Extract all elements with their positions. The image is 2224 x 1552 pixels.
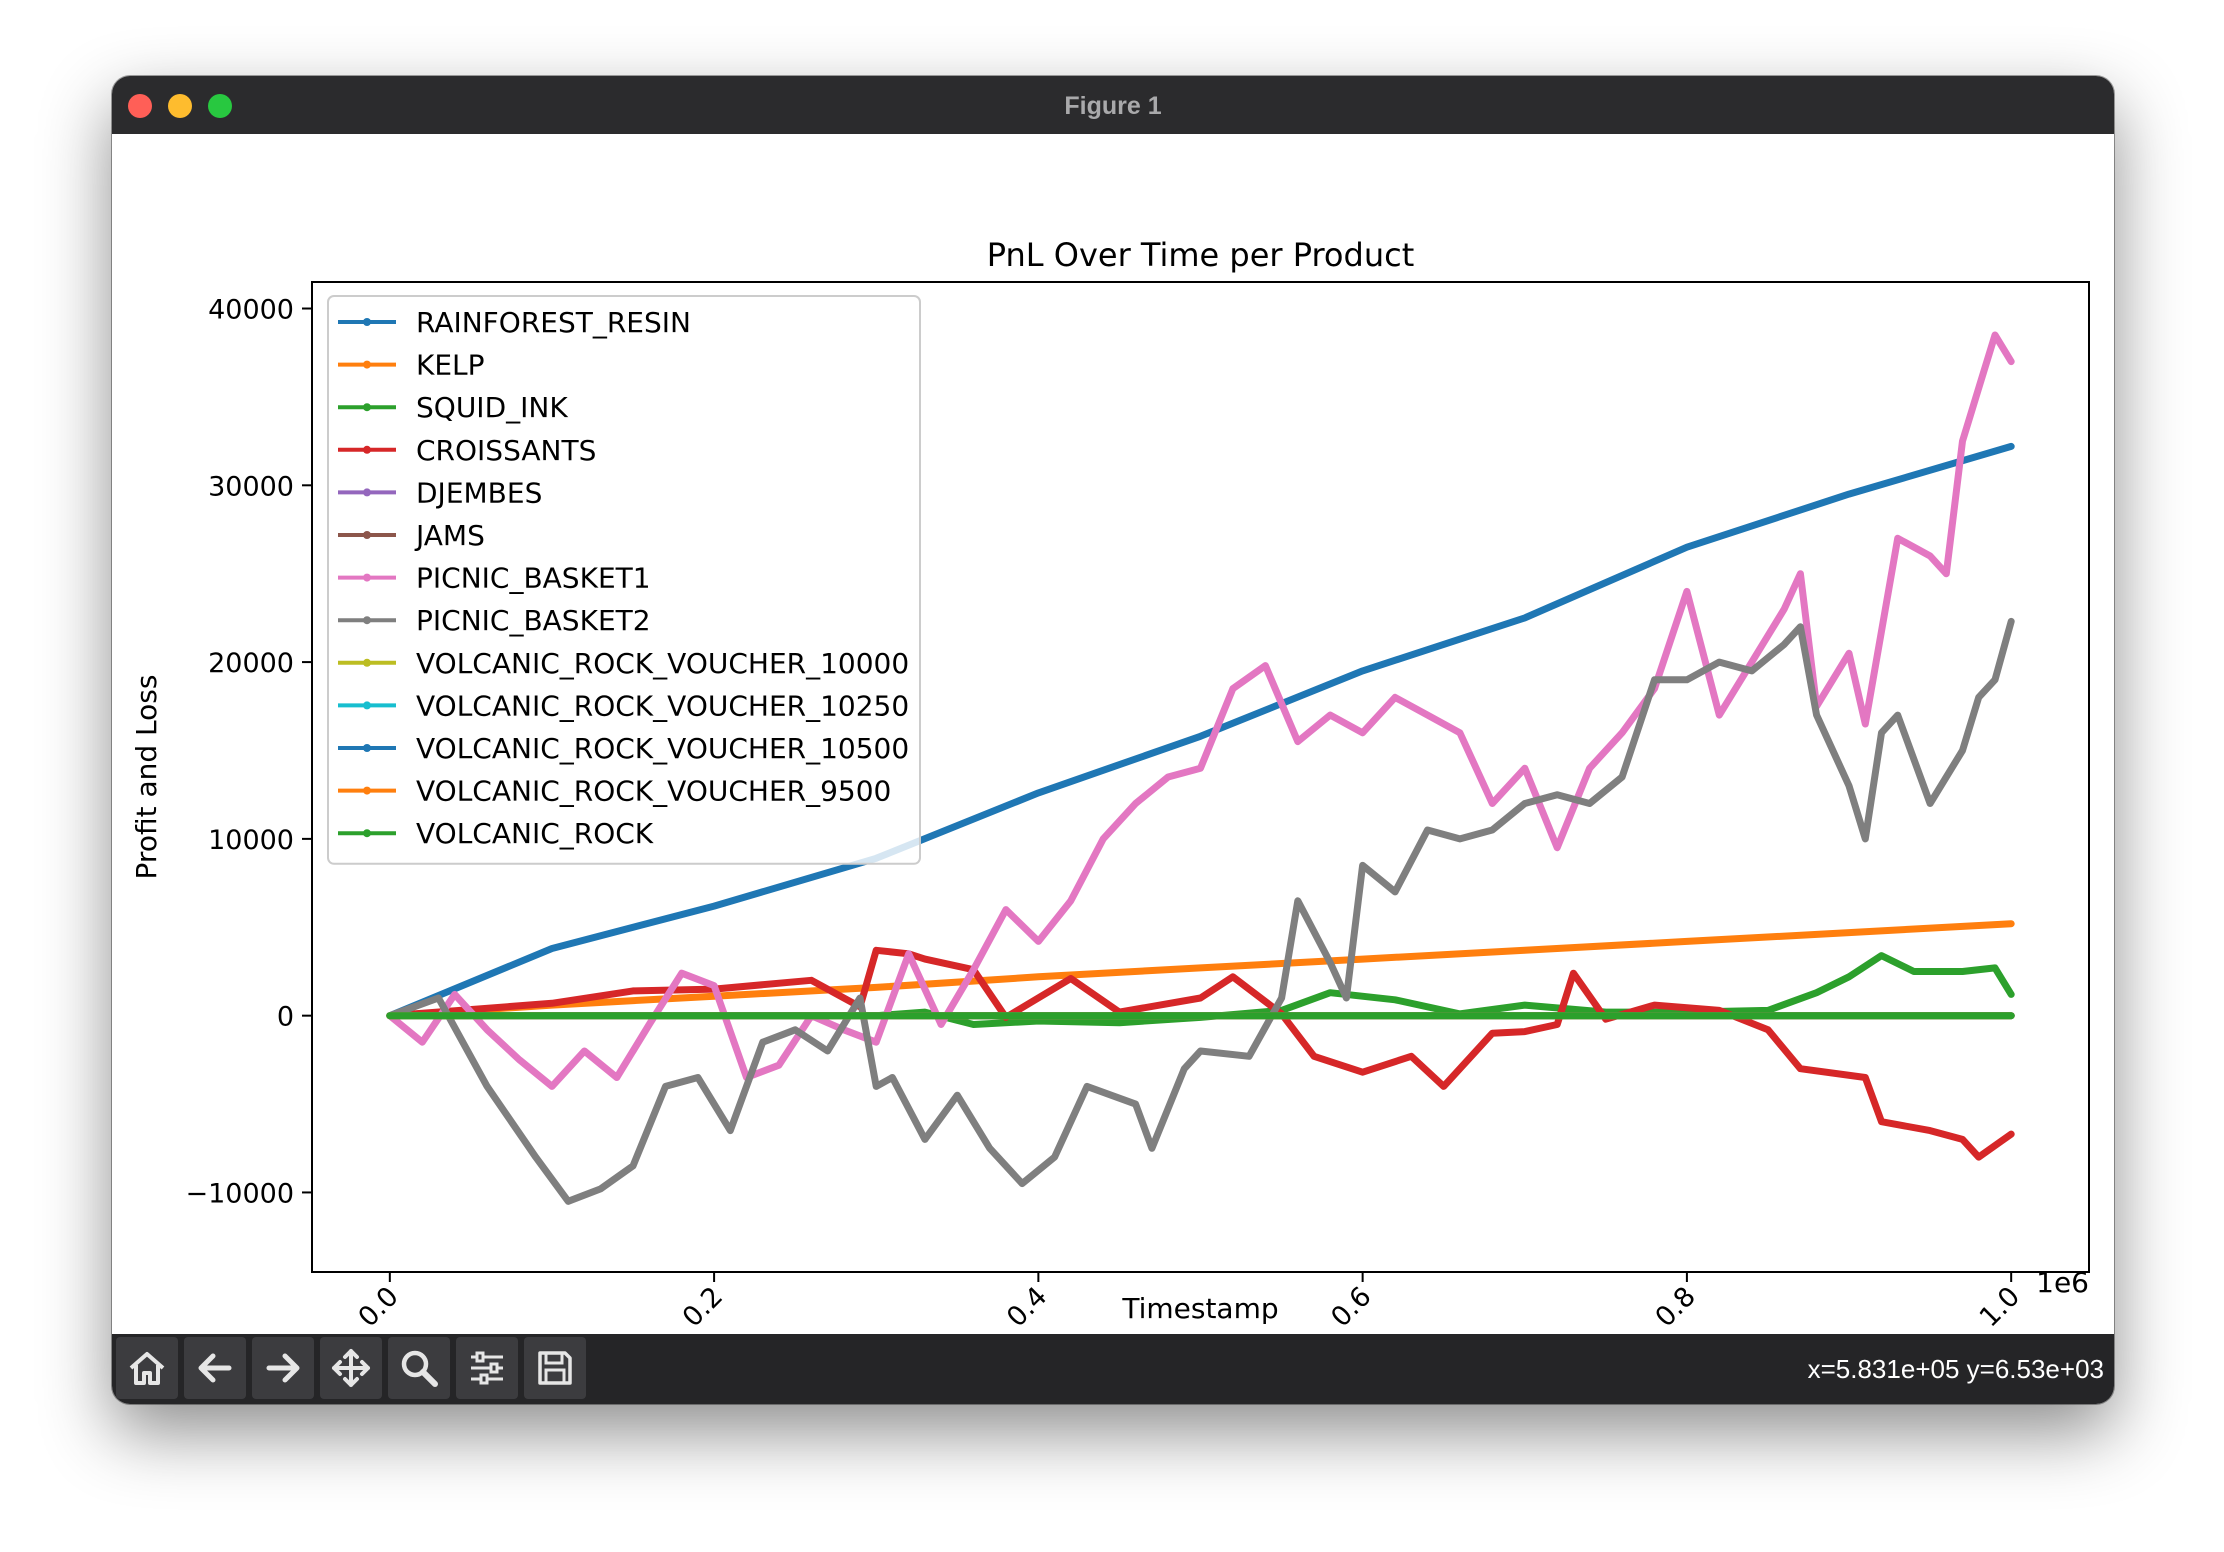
- legend-marker: [363, 360, 371, 369]
- legend-label: KELP: [416, 349, 485, 382]
- legend-label: SQUID_INK: [416, 391, 568, 424]
- minimize-button[interactable]: [168, 94, 192, 118]
- series-layer: [386, 331, 2015, 1205]
- legend-label: DJEMBES: [416, 476, 542, 509]
- legend-marker: [363, 829, 371, 838]
- y-tick-label: 0: [277, 1002, 294, 1033]
- y-tick-label: 20000: [208, 648, 294, 679]
- cursor-coordinates: x=5.831e+05 y=6.53e+03: [1807, 1354, 2104, 1384]
- x-tick-label: 0.4: [1001, 1281, 1053, 1333]
- y-axis-label: Profit and Loss: [130, 675, 163, 880]
- series-line-squid-ink: [386, 952, 2015, 1028]
- x-tick-label: 1.0: [1974, 1281, 2026, 1333]
- navigation-toolbar: x=5.831e+05 y=6.53e+03: [112, 1334, 2114, 1404]
- legend-marker: [363, 616, 371, 625]
- x-axis-offset-label: 1e6: [2036, 1266, 2089, 1299]
- series-line-croissants: [386, 946, 2015, 1161]
- legend-label: VOLCANIC_ROCK: [416, 817, 654, 850]
- plot-canvas[interactable]: 0.0 0.2 0.4 0.6 0.8 1.0 −10000 0 10000 20000 30000…: [112, 134, 2114, 1334]
- legend-marker: [363, 701, 371, 710]
- x-tick-label: 0.6: [1325, 1281, 1377, 1333]
- legend-label: VOLCANIC_ROCK_VOUCHER_10000: [416, 647, 909, 680]
- pnl-chart: 0.0 0.2 0.4 0.6 0.8 1.0 −10000 0 10000 20000 30000…: [130, 236, 2090, 1333]
- series-line-rainforest-resin: [386, 442, 2015, 1020]
- axes-frame: [311, 281, 2090, 1273]
- configure-subplots-button[interactable]: [456, 1337, 518, 1399]
- pan-move-icon: [332, 1349, 370, 1387]
- pan-button[interactable]: [320, 1337, 382, 1399]
- legend-marker: [363, 658, 371, 667]
- window-title: Figure 1: [1064, 92, 1162, 120]
- forward-arrow-icon: [266, 1353, 300, 1383]
- series-line-picnic-basket2: [386, 617, 2015, 1205]
- zoom-magnifier-icon: [401, 1350, 438, 1387]
- legend-label: VOLCANIC_ROCK_VOUCHER_9500: [416, 775, 891, 808]
- legend-label: PICNIC_BASKET2: [416, 604, 651, 637]
- legend: RAINFOREST_RESIN KELP SQUID_INK CROISSANTS D…: [327, 295, 921, 865]
- legend-label: VOLCANIC_ROCK_VOUCHER_10500: [416, 732, 909, 765]
- legend-marker: [363, 318, 371, 326]
- save-button[interactable]: [524, 1337, 586, 1399]
- home-button[interactable]: [116, 1337, 178, 1399]
- title-bar[interactable]: Figure 1: [112, 76, 2114, 135]
- legend-label: CROISSANTS: [416, 434, 596, 467]
- legend-marker: [363, 488, 371, 497]
- x-tick-label: 0.2: [677, 1281, 729, 1333]
- back-button[interactable]: [184, 1337, 246, 1399]
- legend-marker: [363, 403, 371, 412]
- legend-marker: [363, 531, 371, 539]
- legend-marker: [363, 786, 371, 795]
- y-tick-label: 10000: [208, 825, 294, 856]
- home-icon: [129, 1352, 165, 1385]
- forward-button[interactable]: [252, 1337, 314, 1399]
- legend-label: PICNIC_BASKET1: [416, 562, 651, 595]
- y-tick-label: 30000: [208, 471, 294, 502]
- legend-label: RAINFOREST_RESIN: [416, 306, 691, 339]
- x-tick-label: 0.8: [1650, 1281, 1702, 1333]
- legend-marker: [363, 744, 371, 752]
- series-line-kelp: [386, 920, 2015, 1020]
- y-tick-label: 40000: [208, 295, 294, 326]
- zoom-button[interactable]: [388, 1337, 450, 1399]
- maximize-button[interactable]: [208, 94, 232, 118]
- legend-label: VOLCANIC_ROCK_VOUCHER_10250: [416, 689, 909, 722]
- x-axis-label: Timestamp: [1121, 1292, 1278, 1325]
- x-tick-label: 0.0: [352, 1281, 404, 1333]
- legend-marker: [363, 445, 371, 454]
- figure-window: Figure 1 0.0 0.2 0.4 0.6 0.8 1.0 −10000 0 10000 2…: [112, 76, 2114, 1404]
- legend-label: JAMS: [414, 519, 485, 552]
- save-floppy-icon: [538, 1351, 572, 1385]
- configure-subplots-icon: [471, 1351, 503, 1385]
- back-arrow-icon: [198, 1353, 232, 1383]
- legend-marker: [363, 573, 371, 582]
- legend-box: [327, 295, 921, 865]
- y-tick-label: −10000: [185, 1178, 294, 1209]
- close-button[interactable]: [128, 94, 152, 118]
- chart-title: PnL Over Time per Product: [987, 236, 1414, 274]
